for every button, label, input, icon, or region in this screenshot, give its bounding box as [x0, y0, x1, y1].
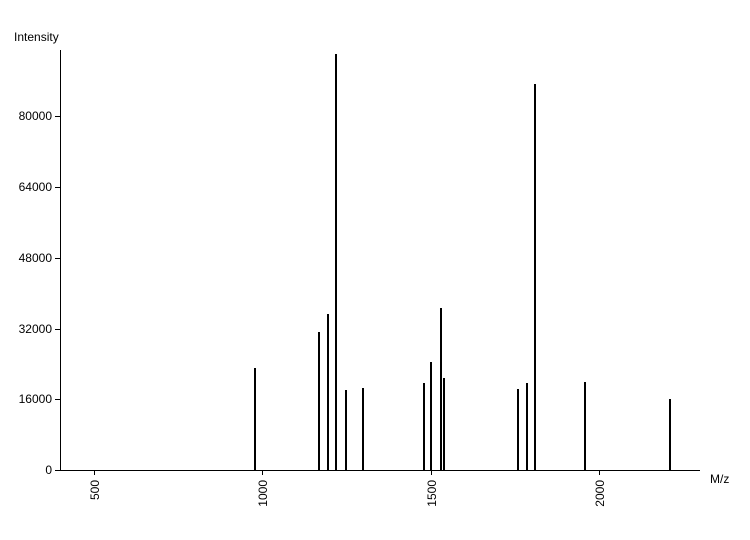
x-tick-label: 500 — [88, 480, 102, 500]
x-tick — [262, 470, 263, 475]
y-tick-label: 64000 — [19, 180, 52, 194]
x-axis-title: M/z — [710, 472, 729, 486]
spectrum-peak — [517, 389, 519, 470]
y-tick — [55, 329, 60, 330]
spectrum-peak — [335, 54, 337, 470]
spectrum-peak — [254, 368, 256, 470]
y-tick — [55, 470, 60, 471]
y-axis — [60, 50, 61, 470]
y-tick — [55, 116, 60, 117]
y-tick-label: 0 — [45, 463, 52, 477]
spectrum-peak — [327, 314, 329, 470]
y-tick — [55, 187, 60, 188]
spectrum-peak — [362, 388, 364, 470]
spectrum-peak — [534, 84, 536, 470]
spectrum-peak — [440, 308, 442, 470]
spectrum-peak — [345, 390, 347, 470]
x-tick — [431, 470, 432, 475]
x-tick-label: 2000 — [593, 480, 607, 507]
y-tick-label: 16000 — [19, 392, 52, 406]
spectrum-peak — [526, 383, 528, 470]
y-tick-label: 80000 — [19, 109, 52, 123]
x-tick-label: 1000 — [256, 480, 270, 507]
mass-spectrum-chart: Intensity M/z 0 16000 32000 48000 64000 80000… — [0, 0, 750, 540]
spectrum-peak — [443, 378, 445, 470]
spectrum-peak — [318, 332, 320, 470]
spectrum-peak — [584, 382, 586, 470]
y-tick-label: 32000 — [19, 322, 52, 336]
spectrum-peak — [423, 383, 425, 470]
x-tick — [94, 470, 95, 475]
spectrum-peak — [669, 399, 671, 470]
x-axis — [60, 470, 700, 471]
x-tick-label: 1500 — [425, 480, 439, 507]
y-axis-title: Intensity — [14, 30, 59, 44]
x-tick — [599, 470, 600, 475]
spectrum-peak — [430, 362, 432, 470]
y-tick — [55, 399, 60, 400]
y-tick-label: 48000 — [19, 251, 52, 265]
y-tick — [55, 258, 60, 259]
